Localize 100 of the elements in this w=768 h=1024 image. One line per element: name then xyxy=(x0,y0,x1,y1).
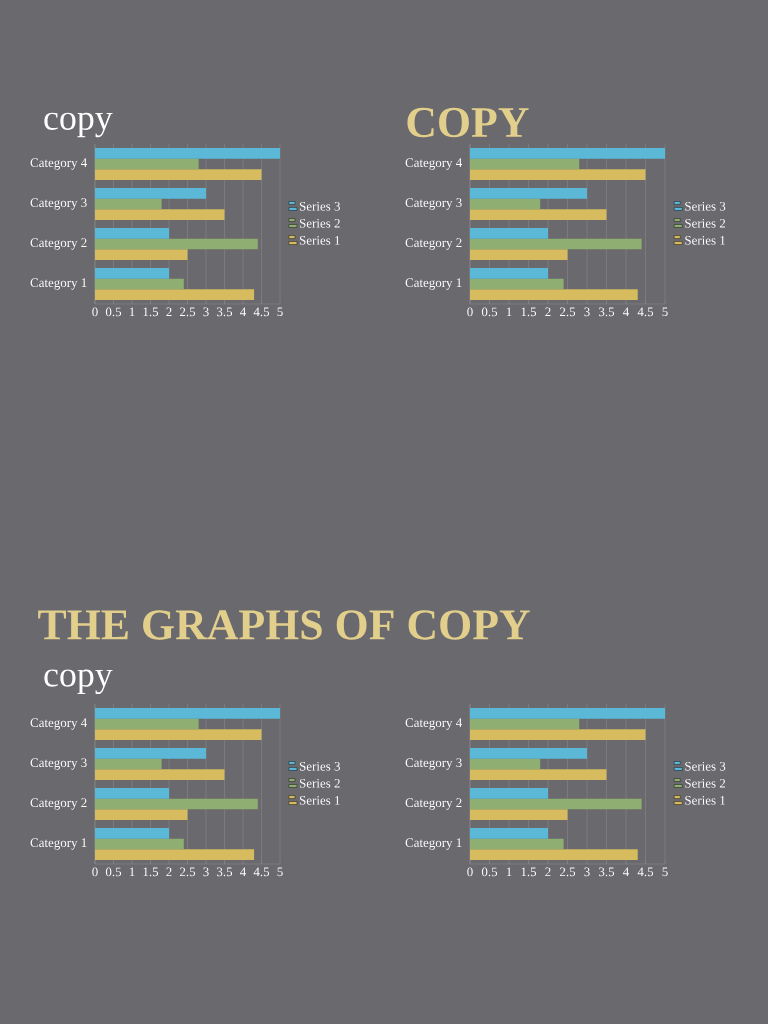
y-tick-label: Category 3 xyxy=(30,758,87,770)
y-tick-label: Category 3 xyxy=(30,198,87,210)
y-tick-label: Category 1 xyxy=(405,838,462,850)
x-tick-label: 0.5 xyxy=(105,307,122,317)
y-tick-label: Category 2 xyxy=(405,798,462,810)
x-tick-label: 2 xyxy=(545,867,551,877)
bar xyxy=(470,227,548,239)
bar xyxy=(470,798,642,810)
legend-label: Series 3 xyxy=(299,201,340,211)
bar xyxy=(95,148,280,159)
y-tick-label: Category 1 xyxy=(30,278,87,290)
legend-label: Series 2 xyxy=(685,218,726,228)
bar xyxy=(470,828,548,839)
bar xyxy=(470,769,607,780)
x-tick-label: 3 xyxy=(203,307,209,317)
x-tick-label: 2 xyxy=(166,307,172,317)
legend-label: Series 3 xyxy=(299,761,340,771)
bar xyxy=(470,838,564,850)
legend-label: Series 1 xyxy=(299,236,340,245)
legend-label: Series 3 xyxy=(685,761,726,771)
x-tick-label: 5 xyxy=(662,867,668,877)
x-tick-label: 4.5 xyxy=(637,867,654,877)
bar xyxy=(470,188,587,199)
x-tick-label: 5 xyxy=(277,307,283,317)
bar xyxy=(470,758,541,770)
x-tick-label: 0.5 xyxy=(105,867,122,877)
x-tick-label: 3 xyxy=(584,307,590,317)
y-tick-label: Category 2 xyxy=(30,798,87,810)
bar xyxy=(470,158,580,170)
chart-subtitle: copy xyxy=(44,669,113,695)
bar xyxy=(95,838,184,850)
x-tick-label: 1 xyxy=(506,867,512,877)
y-tick-label: Category 4 xyxy=(405,718,463,730)
x-tick-label: 4.5 xyxy=(253,867,270,877)
bar xyxy=(95,267,169,279)
bar xyxy=(470,209,607,220)
x-tick-label: 1.5 xyxy=(143,307,159,317)
bar xyxy=(470,729,646,740)
x-tick-label: 0.5 xyxy=(481,867,498,877)
x-tick-label: 0 xyxy=(467,867,473,877)
bar xyxy=(470,169,646,180)
y-tick-label: Category 2 xyxy=(30,238,87,250)
x-tick-label: 1.5 xyxy=(143,867,159,877)
y-tick-label: Category 3 xyxy=(405,758,462,770)
x-tick-label: 2.5 xyxy=(179,867,196,877)
bar xyxy=(470,249,568,260)
x-tick-label: 0 xyxy=(92,307,98,317)
x-tick-label: 4.5 xyxy=(253,307,270,317)
bar xyxy=(95,289,255,300)
bar xyxy=(95,758,162,770)
bar xyxy=(95,278,184,290)
x-tick-label: 1 xyxy=(506,307,512,317)
bar xyxy=(95,249,188,260)
bar xyxy=(470,289,638,300)
legend-label: Series 3 xyxy=(685,201,726,211)
x-tick-label: 2.5 xyxy=(559,307,576,317)
bar xyxy=(95,708,280,719)
bar xyxy=(470,849,638,860)
bar xyxy=(470,809,568,820)
bar xyxy=(95,227,169,239)
bar xyxy=(95,798,258,810)
x-tick-label: 4 xyxy=(240,867,247,877)
x-tick-label: 0 xyxy=(92,867,98,877)
x-tick-label: 0 xyxy=(467,307,473,317)
x-tick-label: 1 xyxy=(129,867,135,877)
legend-label: Series 2 xyxy=(685,778,726,788)
x-tick-label: 5 xyxy=(277,867,283,877)
x-tick-label: 3.5 xyxy=(599,307,615,317)
bar xyxy=(470,198,541,210)
x-tick-label: 2 xyxy=(545,307,551,317)
bar xyxy=(95,718,199,730)
bar xyxy=(95,238,258,250)
legend-label: Series 1 xyxy=(299,796,340,805)
x-tick-label: 3.5 xyxy=(217,867,233,877)
chart-title: THE GRAPHS OF COPY xyxy=(38,610,530,640)
x-tick-label: 5 xyxy=(662,307,668,317)
x-tick-label: 4.5 xyxy=(637,307,654,317)
x-tick-label: 2 xyxy=(166,867,172,877)
y-tick-label: Category 1 xyxy=(405,278,462,290)
y-tick-label: Category 2 xyxy=(405,238,462,250)
y-tick-label: Category 4 xyxy=(30,158,88,170)
y-tick-label: Category 1 xyxy=(30,838,87,850)
bar xyxy=(95,729,262,740)
bar xyxy=(95,209,225,220)
chart-title: copy xyxy=(44,112,113,138)
bar xyxy=(470,718,580,730)
x-tick-label: 4 xyxy=(240,307,247,317)
bar xyxy=(95,809,188,820)
bar xyxy=(95,748,206,759)
x-tick-label: 0.5 xyxy=(481,307,498,317)
x-tick-label: 3.5 xyxy=(599,867,615,877)
bar xyxy=(95,188,206,199)
bar xyxy=(95,788,169,799)
y-tick-label: Category 3 xyxy=(405,198,462,210)
x-tick-label: 2.5 xyxy=(559,867,576,877)
chart-title: COPY xyxy=(407,107,529,138)
bar xyxy=(95,158,199,170)
x-tick-label: 1.5 xyxy=(521,867,537,877)
legend-label: Series 1 xyxy=(685,236,725,245)
bar xyxy=(470,788,548,799)
